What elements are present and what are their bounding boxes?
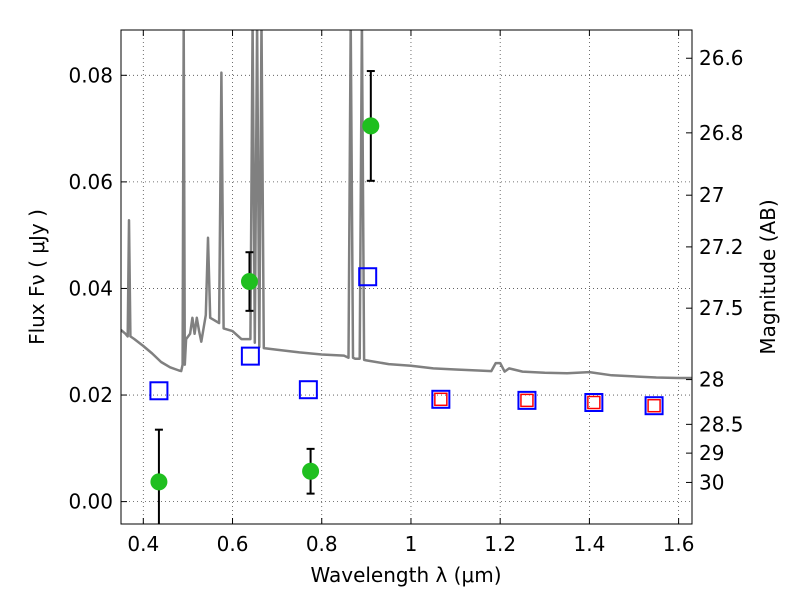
y-tick-label: 0.06 (68, 170, 113, 194)
model-square-blue (298, 380, 318, 400)
model-square-blue (431, 389, 451, 409)
plot-background (121, 30, 692, 524)
y2-tick-label: 27.2 (699, 235, 744, 259)
y-axis-title: Flux Fν ( μJy ) (25, 209, 49, 345)
y2-tick-label: 28.5 (699, 412, 744, 436)
model-square-blue (358, 267, 378, 287)
ticks: 0.4 0.6 0.8 1 1.2 1.4 1.6 0.00 0.02 0.04 0.06 0.08 2… (68, 30, 744, 556)
photometry-point (150, 473, 168, 491)
x-tick-label: 1 (405, 532, 418, 556)
model-square-blue (584, 392, 604, 412)
y2-tick-label: 30 (699, 470, 724, 494)
plot-frame (120, 29, 693, 525)
photometry-point (362, 117, 380, 135)
model-square-red (434, 392, 448, 407)
model-square-blue (240, 346, 260, 366)
photometry-point (302, 462, 320, 480)
photometry-point (240, 273, 258, 291)
y2-tick-label: 26.6 (699, 46, 744, 70)
model-square-red (520, 393, 534, 408)
x-tick-label: 0.8 (306, 532, 338, 556)
spectrum-layer (121, 30, 692, 380)
model-square-red (587, 395, 601, 410)
y-tick-label: 0.08 (68, 63, 113, 87)
model-square-red (647, 398, 661, 413)
y-tick-label: 0.04 (68, 276, 113, 300)
markers-layer (149, 70, 664, 524)
x-tick-label: 0.6 (217, 532, 249, 556)
y2-axis-title: Magnitude (AB) (756, 199, 780, 354)
x-tick-label: 1.4 (573, 532, 605, 556)
y2-tick-label: 27 (699, 183, 724, 207)
model-square-blue (644, 396, 664, 416)
plot-area (121, 30, 692, 524)
y2-tick-label: 29 (699, 441, 724, 465)
x-tick-label: 1.6 (663, 532, 695, 556)
x-tick-label: 1.2 (484, 532, 516, 556)
y2-tick-label: 27.5 (699, 296, 744, 320)
model-square-blue (517, 390, 537, 410)
spectrum-line (121, 30, 692, 380)
model-square-blue (149, 381, 169, 401)
x-axis-title: Wavelength λ (μm) (310, 563, 501, 587)
y-tick-label: 0.02 (68, 383, 113, 407)
y2-tick-label: 28 (699, 368, 724, 392)
x-tick-label: 0.4 (127, 532, 159, 556)
y2-tick-label: 26.8 (699, 121, 744, 145)
y-tick-label: 0.00 (68, 490, 113, 514)
